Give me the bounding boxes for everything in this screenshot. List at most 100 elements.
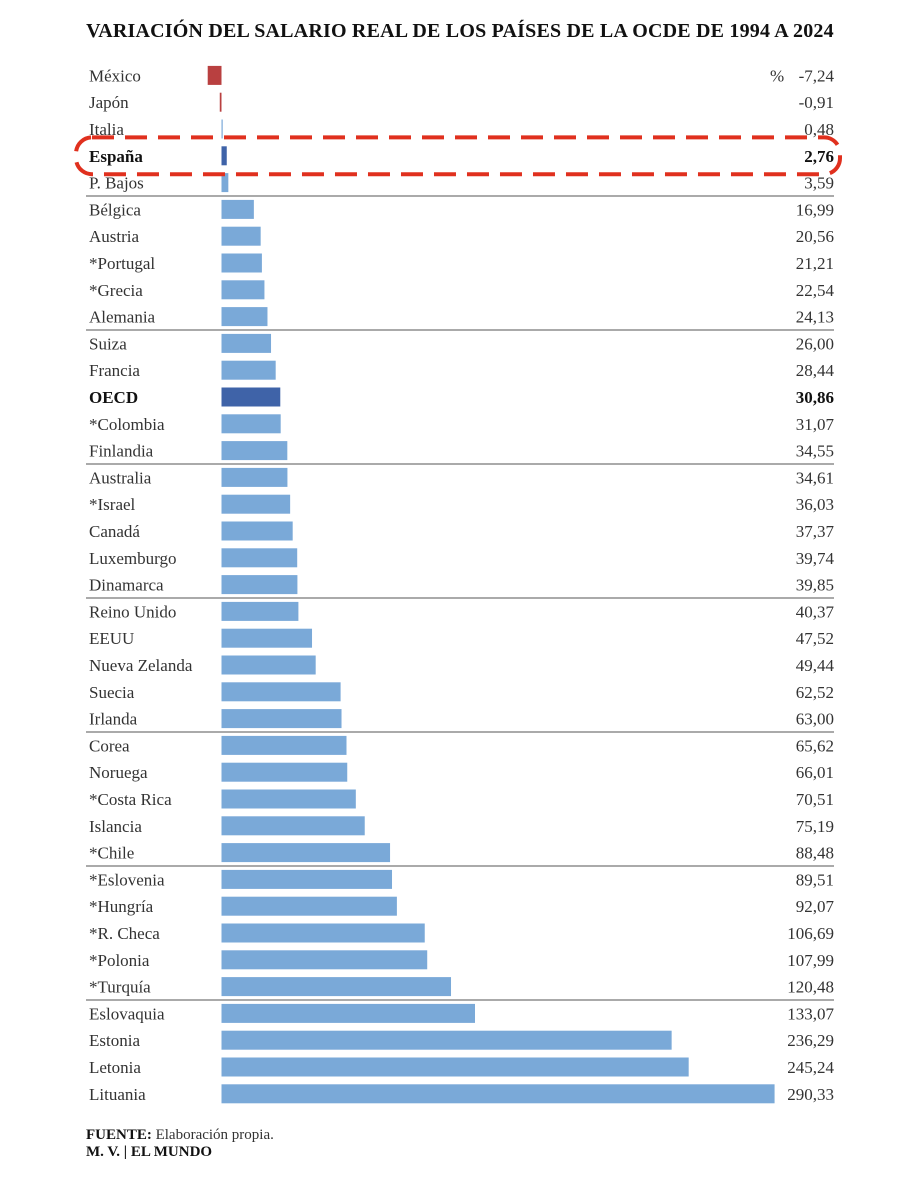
bar (221, 280, 265, 300)
value-label: 39,85 (796, 576, 834, 595)
value-label: 66,01 (796, 763, 834, 782)
value-label: 20,56 (796, 227, 834, 246)
value-label: 28,44 (796, 361, 835, 380)
bar (221, 1030, 672, 1050)
category-label: *Colombia (89, 415, 165, 434)
bar (221, 762, 348, 782)
category-label: Dinamarca (89, 576, 164, 595)
bar (221, 816, 365, 836)
bar (221, 923, 425, 943)
bar (221, 1057, 689, 1077)
value-label: 290,33 (787, 1085, 834, 1104)
category-label: *Costa Rica (89, 790, 172, 809)
bar (221, 896, 397, 916)
bar (219, 92, 222, 112)
value-label: 36,03 (796, 495, 834, 514)
value-label: 26,00 (796, 334, 834, 353)
bar (221, 199, 254, 219)
category-label: Alemania (89, 308, 156, 327)
value-label: 16,99 (796, 200, 834, 219)
value-label: 107,99 (787, 951, 834, 970)
bar (221, 950, 428, 970)
bar (221, 709, 342, 729)
category-label: Luxemburgo (89, 549, 177, 568)
value-label: 75,19 (796, 817, 834, 836)
value-label: -0,91 (799, 93, 834, 112)
value-label: 245,24 (787, 1058, 834, 1077)
value-label: 24,13 (796, 308, 834, 327)
bar (221, 601, 299, 621)
bar (221, 414, 281, 434)
bar (221, 387, 281, 407)
category-label: Italia (89, 120, 124, 139)
category-label: *Israel (89, 495, 136, 514)
bar (221, 789, 356, 809)
value-label: 92,07 (796, 897, 835, 916)
category-label: Australia (89, 468, 152, 487)
value-label: 39,74 (796, 549, 835, 568)
category-label: P. Bajos (89, 174, 144, 193)
category-label: Suecia (89, 683, 135, 702)
bar (221, 226, 261, 246)
value-label: 106,69 (787, 924, 834, 943)
value-label: 63,00 (796, 710, 834, 729)
bar-chart: México -7,24 Japón -0,91 Italia 0,48 España 2,7… (74, 65, 842, 1104)
value-label: -7,24 (799, 66, 835, 85)
value-label: 0,48 (804, 120, 834, 139)
bar (221, 548, 298, 568)
category-label: EEUU (89, 629, 134, 648)
value-label: 236,29 (787, 1031, 834, 1050)
value-label: 133,07 (787, 1004, 834, 1023)
bar (221, 1003, 475, 1023)
bar (221, 682, 341, 702)
value-label: 3,59 (804, 174, 834, 193)
value-label: 120,48 (787, 978, 834, 997)
bar (221, 360, 276, 380)
category-label: *Hungría (89, 897, 154, 916)
bar (221, 977, 452, 997)
chart-title: VARIACIÓN DEL SALARIO REAL DE LOS PAÍSES… (86, 20, 834, 42)
bar (221, 441, 288, 461)
category-label: Bélgica (89, 200, 141, 219)
highlight-box (74, 135, 842, 177)
credit-line: M. V. | EL MUNDO (86, 1144, 213, 1160)
bar (221, 521, 293, 541)
category-label: OECD (89, 388, 138, 407)
category-label: España (89, 147, 143, 166)
bar (221, 628, 313, 648)
value-label: 34,55 (796, 442, 834, 461)
value-label: 47,52 (796, 629, 834, 648)
bar (221, 1084, 775, 1104)
bar (221, 119, 223, 139)
category-label: Reino Unido (89, 602, 176, 621)
bar (221, 869, 393, 889)
value-label: 37,37 (796, 522, 835, 541)
value-label: 89,51 (796, 870, 834, 889)
category-label: *Grecia (89, 281, 143, 300)
category-label: Francia (89, 361, 140, 380)
bar (221, 575, 298, 595)
bar (221, 494, 291, 514)
category-label: *R. Checa (89, 924, 160, 943)
bar (221, 307, 268, 327)
category-label: Letonia (89, 1058, 141, 1077)
category-label: Finlandia (89, 442, 154, 461)
value-label: 2,76 (804, 147, 834, 166)
bar (221, 655, 316, 675)
value-label: 31,07 (796, 415, 835, 434)
value-label: 21,21 (796, 254, 834, 273)
source-text: Elaboración propia. (155, 1127, 274, 1143)
bar (221, 173, 229, 193)
category-label: Japón (89, 93, 129, 112)
category-label: Nueva Zelanda (89, 656, 193, 675)
category-label: Islancia (89, 817, 142, 836)
bar (221, 843, 391, 863)
source-label: FUENTE: (86, 1127, 152, 1143)
value-label: 22,54 (796, 281, 835, 300)
bar (207, 65, 222, 85)
bar (221, 253, 262, 273)
category-label: *Portugal (89, 254, 155, 273)
category-label: *Eslovenia (89, 870, 165, 889)
category-label: México (89, 66, 141, 85)
category-label: Lituania (89, 1085, 146, 1104)
